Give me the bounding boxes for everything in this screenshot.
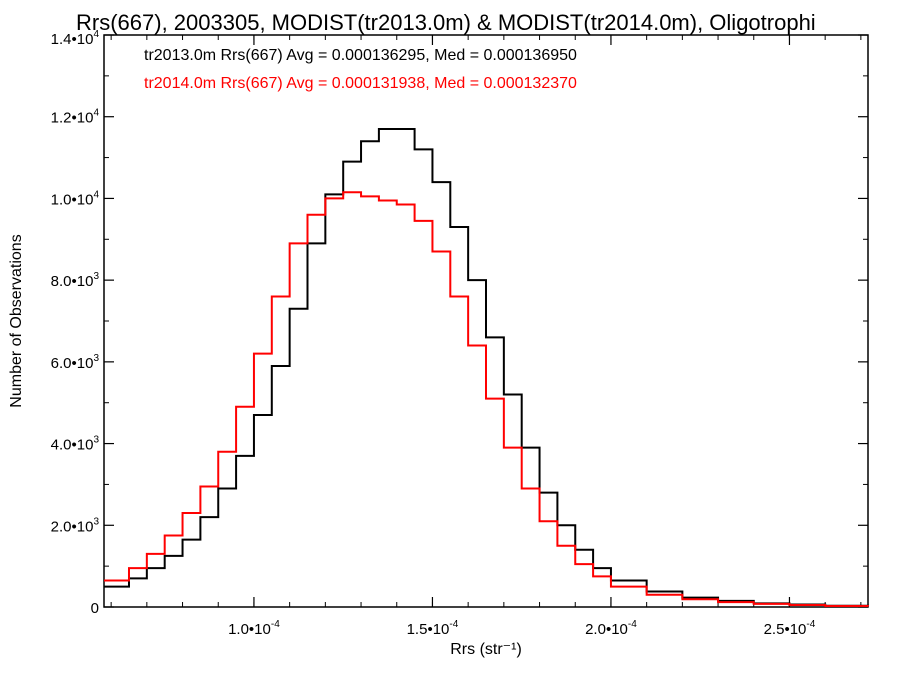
x-tick-label-0: 1.0•10-4: [228, 619, 280, 638]
annotations: tr2013.0m Rrs(667) Avg = 0.000136295, Me…: [144, 47, 577, 92]
x-axis: 1.0•10-4 1.5•10-4 2.0•10-4 2.5•10-4: [110, 35, 862, 638]
x-tick-label-1: 1.5•10-4: [407, 619, 459, 638]
y-tick-label-4: 8.0•103: [51, 271, 100, 290]
annotation-1: tr2014.0m Rrs(667) Avg = 0.000131938, Me…: [144, 75, 577, 92]
y-tick-label-2: 4.0•103: [51, 435, 100, 454]
y-axis: 0 2.0•103 4.0•103 6.0•103 8.0•103 1.0•104 1.2•…: [51, 29, 868, 617]
series-line-1: [104, 191, 869, 607]
chart-title: Rrs(667), 2003305, MODIST(tr2013.0m) & M…: [76, 10, 816, 35]
y-tick-label-3: 6.0•103: [51, 353, 100, 372]
y-tick-label-5: 1.0•104: [51, 189, 100, 208]
x-tick-label-3: 2.5•10-4: [764, 619, 816, 638]
x-axis-label: Rrs (str⁻¹): [450, 641, 522, 658]
y-axis-label: Number of Observations: [8, 234, 25, 407]
y-tick-label-0: 0: [91, 600, 99, 617]
y-tick-label-6: 1.2•104: [51, 108, 100, 127]
annotation-0: tr2013.0m Rrs(667) Avg = 0.000136295, Me…: [144, 47, 577, 64]
series-layer: [104, 127, 869, 607]
series-line-0: [104, 127, 869, 607]
y-tick-label-7: 1.4•104: [51, 29, 100, 48]
x-tick-label-2: 2.0•10-4: [585, 619, 637, 638]
y-tick-label-1: 2.0•103: [51, 516, 100, 535]
